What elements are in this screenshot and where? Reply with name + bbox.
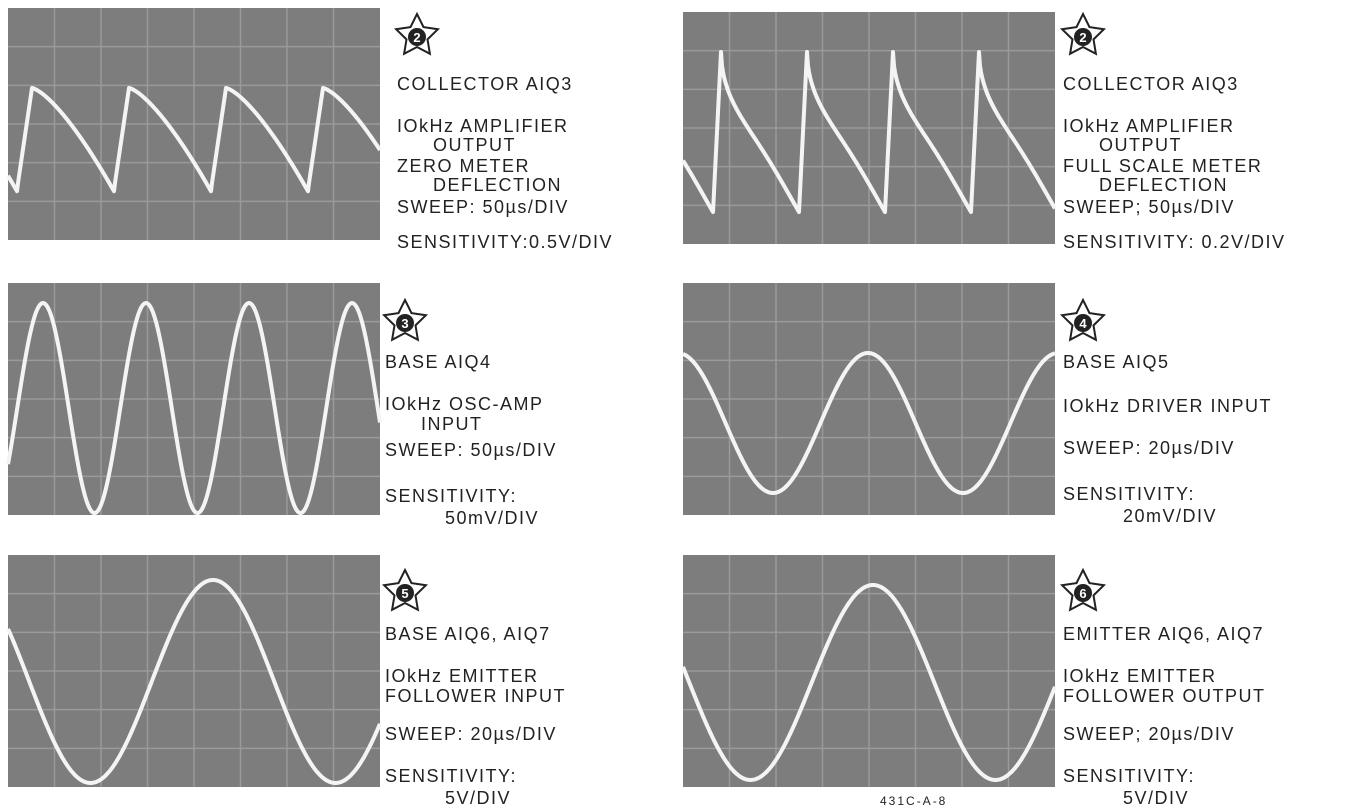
badge-circle <box>396 314 414 332</box>
badge-circle <box>408 28 426 46</box>
badge-number: 4 <box>1079 316 1087 331</box>
scope-screen <box>6 8 382 240</box>
caption-line: 5V/DIV <box>445 788 511 808</box>
caption-line: SENSITIVITY: 0.2V/DIV <box>1063 232 1286 252</box>
caption-line: FULL SCALE METER <box>1063 156 1262 176</box>
caption-line: COLLECTOR AIQ3 <box>1063 74 1239 94</box>
caption-line: SENSITIVITY: <box>385 766 517 786</box>
badge-circle <box>1074 584 1092 602</box>
caption-line: FOLLOWER INPUT <box>385 686 566 706</box>
badge-number: 5 <box>401 586 408 601</box>
caption-line: DEFLECTION <box>433 175 562 195</box>
badge-number: 2 <box>1079 30 1086 45</box>
scope-screen <box>681 555 1057 787</box>
scope-screen <box>681 12 1057 244</box>
caption-line: SENSITIVITY: <box>385 486 517 506</box>
caption-line: INPUT <box>421 414 483 434</box>
caption-line: BASE AIQ4 <box>385 352 492 372</box>
badge-number: 3 <box>401 316 408 331</box>
scope-screen <box>682 283 1056 515</box>
caption-line: SWEEP; 20µs/DIV <box>1063 724 1235 744</box>
caption-line: IOkHz EMITTER <box>385 666 539 686</box>
caption-line: SENSITIVITY: <box>1063 484 1195 504</box>
caption-line: COLLECTOR AIQ3 <box>397 74 573 94</box>
caption-line: IOkHz AMPLIFIER <box>1063 116 1235 136</box>
caption-line: IOkHz OSC-AMP <box>385 394 544 414</box>
caption-line: OUTPUT <box>433 135 516 155</box>
caption-line: EMITTER AIQ6, AIQ7 <box>1063 624 1264 644</box>
caption-line: SWEEP: 20µs/DIV <box>385 724 557 744</box>
caption-line: FOLLOWER OUTPUT <box>1063 686 1266 706</box>
waveform <box>6 578 382 785</box>
caption-line: ZERO METER <box>397 156 530 176</box>
caption-line: IOkHz EMITTER <box>1063 666 1217 686</box>
caption-line: DEFLECTION <box>1099 175 1228 195</box>
scope-screen <box>6 283 382 515</box>
caption-line: BASE AIQ6, AIQ7 <box>385 624 551 644</box>
badge-circle <box>1074 314 1092 332</box>
waveform <box>682 351 1056 495</box>
caption-line: SENSITIVITY: <box>1063 766 1195 786</box>
badge-number: 2 <box>413 30 420 45</box>
caption-line: SWEEP: 50µs/DIV <box>385 440 557 460</box>
badge-circle <box>396 584 414 602</box>
caption-line: IOkHz DRIVER INPUT <box>1063 396 1272 416</box>
badge-number: 6 <box>1079 586 1086 601</box>
badge-circle <box>1074 28 1092 46</box>
caption-line: SWEEP: 50µs/DIV <box>397 197 569 217</box>
waveform <box>6 301 382 515</box>
caption-line: BASE AIQ5 <box>1063 352 1170 372</box>
caption-line: 50mV/DIV <box>445 508 539 528</box>
figure-code: 431C-A-8 <box>880 794 947 808</box>
caption-line: SWEEP: 20µs/DIV <box>1063 438 1235 458</box>
scope-screen <box>6 555 382 787</box>
waveform <box>6 86 382 194</box>
caption-line: IOkHz AMPLIFIER <box>397 116 569 136</box>
waveform <box>681 50 1057 214</box>
caption-line: 20mV/DIV <box>1123 506 1217 526</box>
caption-line: SENSITIVITY:0.5V/DIV <box>397 232 613 252</box>
caption-line: 5V/DIV <box>1123 788 1189 808</box>
waveform <box>681 583 1057 782</box>
caption-line: SWEEP; 50µs/DIV <box>1063 197 1235 217</box>
caption-line: OUTPUT <box>1099 135 1182 155</box>
